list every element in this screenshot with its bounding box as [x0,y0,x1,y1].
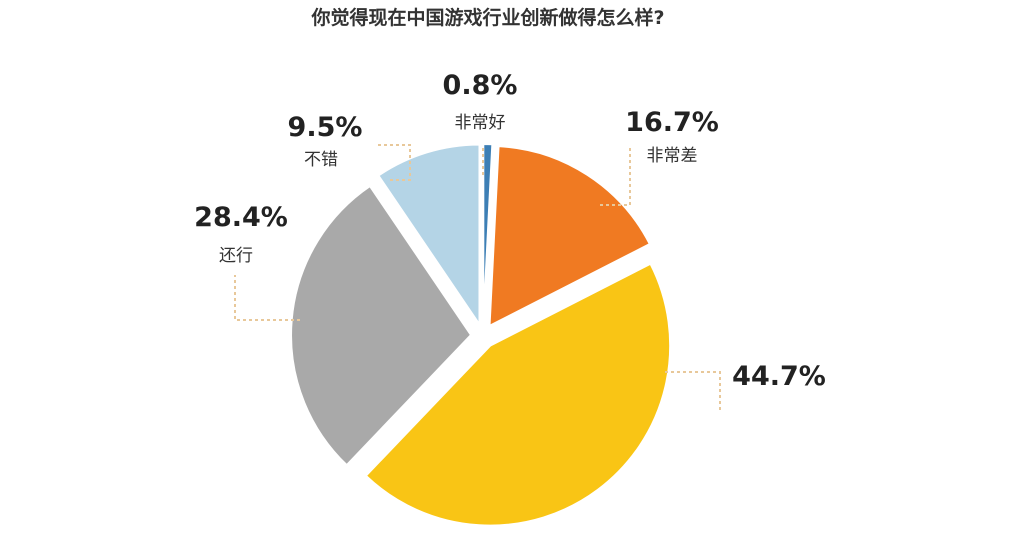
slice-category-label: 还行 [219,246,253,266]
slice-pct-label: 44.7% [732,361,826,392]
pie-slices [290,143,672,527]
slice-pct-label: 0.8% [443,70,518,101]
pie-slice [376,143,481,328]
slice-category-label: 非常好 [455,113,506,133]
pie-slice [488,145,652,328]
slice-pct-label: 16.7% [625,107,719,138]
pie-slice [482,143,494,325]
slice-pct-label: 28.4% [194,202,288,233]
slice-category-label: 不错 [304,150,338,170]
leader-line-1 [600,145,631,206]
pie-slice [364,262,672,527]
leader-line-2 [665,371,721,410]
leader-line-3 [234,275,300,321]
slice-pct-label: 9.5% [288,112,363,143]
slice-labels: 0.8% 非常好 16.7% 非常差 44.7% 28.4% 还行 9.5% 不… [194,70,826,392]
chart-title: 你觉得现在中国游戏行业创新做得怎么样? [310,6,664,29]
leader-line-4 [375,144,411,181]
leader-lines [234,144,721,410]
slice-category-label: 非常差 [647,146,698,166]
